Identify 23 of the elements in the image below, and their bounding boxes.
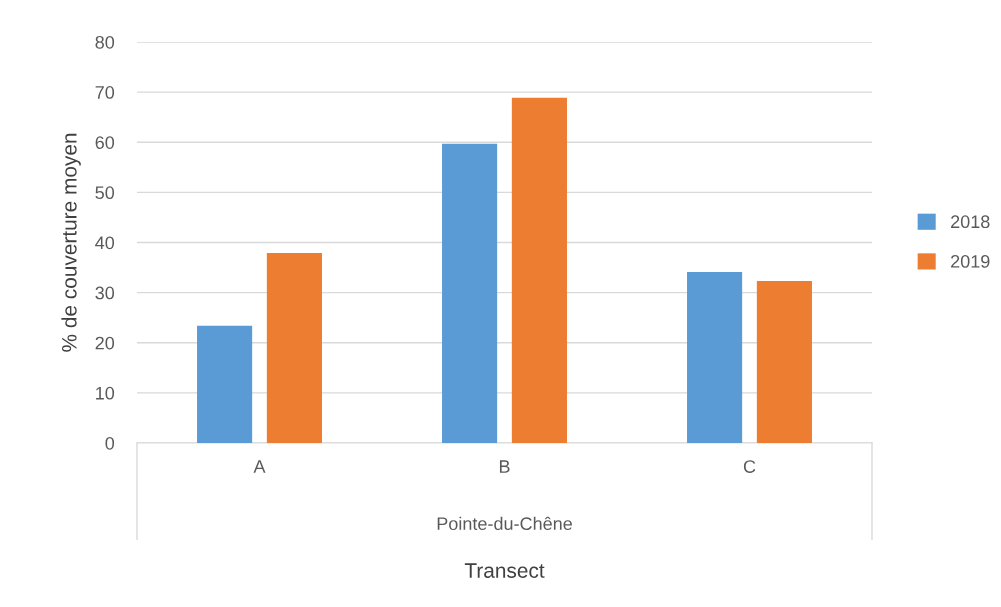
bar	[511, 97, 567, 443]
legend-label: 2018	[951, 215, 990, 229]
bar	[687, 272, 743, 443]
y-axis-title: % de couverture moyen	[61, 133, 81, 352]
y-tick-label: 70	[95, 86, 115, 99]
y-tick-label: 40	[95, 236, 115, 250]
text: Pointe-du-Chêne	[437, 516, 572, 531]
x-axis-title: Transect	[464, 563, 545, 578]
legend-label: 2019	[951, 254, 990, 268]
x-tick-label: B	[499, 460, 510, 473]
bar	[756, 281, 812, 443]
x-tick-label: A	[253, 460, 266, 473]
x-tick-label: C	[743, 460, 756, 473]
y-tick-label: 10	[96, 386, 115, 400]
y-tick-label: 20	[95, 336, 115, 350]
y-tick-label: 0	[105, 436, 115, 450]
bar	[266, 253, 322, 443]
y-tick-label: 30	[95, 286, 115, 300]
y-tick-label: 60	[95, 136, 115, 149]
y-tick-label: 80	[95, 35, 115, 49]
y-tick-label: 50	[95, 186, 115, 200]
bar	[442, 143, 498, 443]
bar	[197, 325, 253, 443]
